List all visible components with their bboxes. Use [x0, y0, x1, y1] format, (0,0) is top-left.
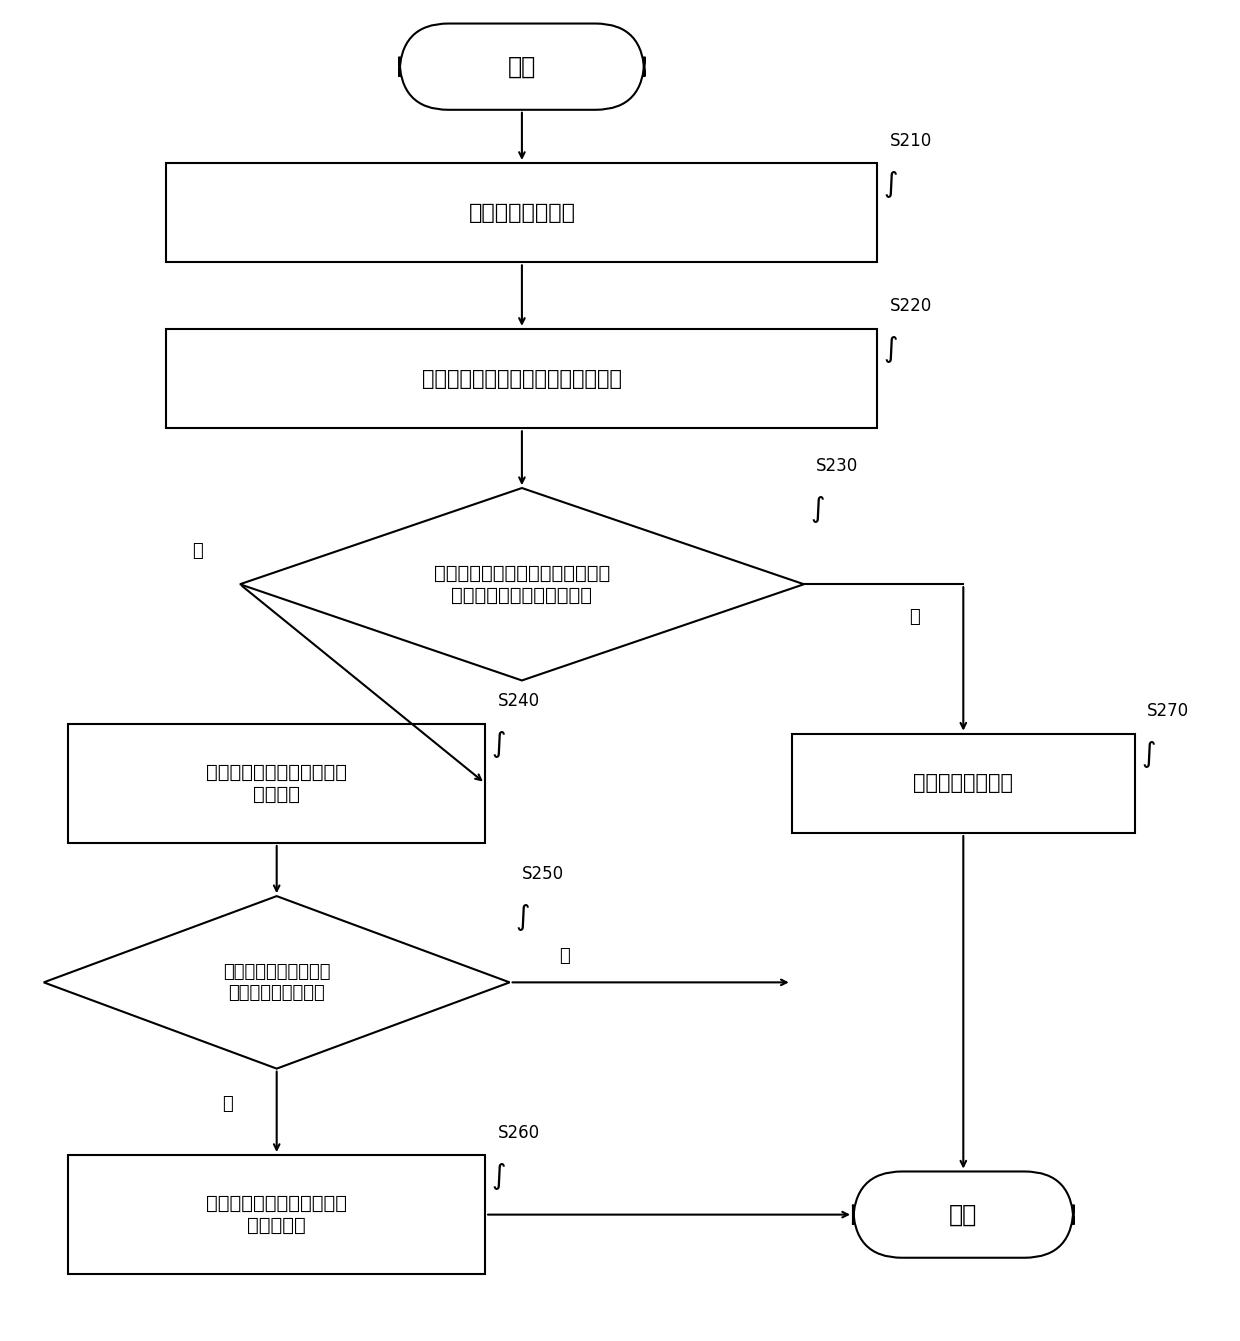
Text: 结束: 结束: [949, 1203, 977, 1227]
Text: S240: S240: [497, 692, 539, 711]
Bar: [166, 329, 878, 428]
Text: 进行重新采集提示: 进行重新采集提示: [914, 774, 1013, 794]
FancyBboxPatch shape: [399, 24, 645, 110]
Text: 确定所述用户环境图像为有
效人脸图像: 确定所述用户环境图像为有 效人脸图像: [206, 1193, 347, 1235]
FancyBboxPatch shape: [853, 1172, 1074, 1258]
Text: ∫: ∫: [1141, 740, 1156, 768]
Text: 判断所述用户环境图像的平均亮度
值在预设的亮度值范围之内: 判断所述用户环境图像的平均亮度 值在预设的亮度值范围之内: [434, 563, 610, 605]
Bar: [68, 1155, 485, 1274]
Text: ∫: ∫: [884, 169, 898, 197]
Text: 否: 否: [909, 609, 920, 626]
Text: S250: S250: [522, 865, 564, 882]
Text: S220: S220: [890, 298, 932, 315]
Text: ∫: ∫: [491, 1161, 506, 1189]
Text: 开始: 开始: [508, 55, 536, 79]
Bar: [68, 724, 485, 843]
Text: S210: S210: [890, 131, 932, 150]
Text: S270: S270: [1147, 703, 1189, 720]
Text: 确定所述用户环境图像的平均亮度值: 确定所述用户环境图像的平均亮度值: [422, 369, 622, 389]
Text: 针对所述用户环境图像进行
人脸检测: 针对所述用户环境图像进行 人脸检测: [206, 763, 347, 803]
Text: 是: 是: [222, 1096, 233, 1113]
Bar: [166, 162, 878, 263]
Text: 判断在所述用户环境图
像中是否检测到人脸: 判断在所述用户环境图 像中是否检测到人脸: [223, 963, 330, 1002]
Bar: [791, 734, 1135, 833]
Polygon shape: [43, 896, 510, 1069]
Text: 否: 否: [559, 947, 569, 964]
Text: 是: 是: [192, 542, 203, 561]
Text: ∫: ∫: [810, 495, 825, 523]
Text: S230: S230: [816, 457, 858, 475]
Text: 采集用户环境图像: 采集用户环境图像: [469, 202, 575, 223]
Text: ∫: ∫: [884, 335, 898, 363]
Text: ∫: ∫: [491, 731, 506, 758]
Text: S260: S260: [497, 1124, 539, 1141]
Polygon shape: [239, 488, 804, 680]
Text: ∫: ∫: [516, 902, 531, 931]
